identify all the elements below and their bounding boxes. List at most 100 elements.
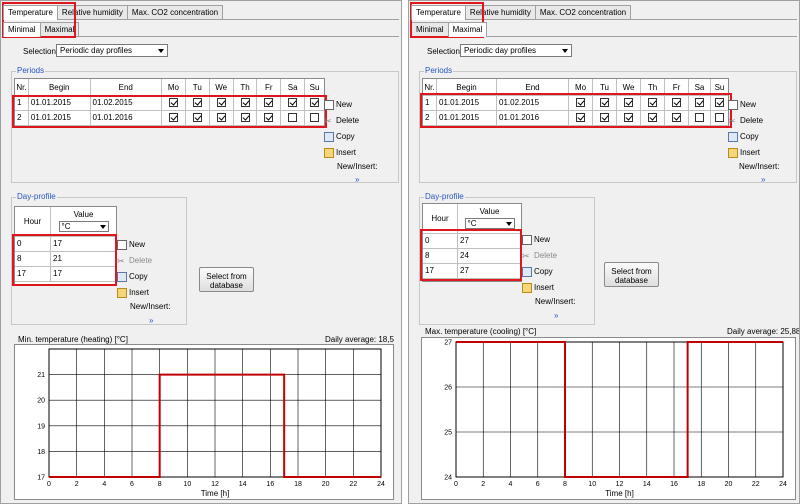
profile-delete-button[interactable]: ✂ Delete <box>522 250 558 261</box>
period-new-button[interactable]: New <box>728 99 756 110</box>
checkbox-tu[interactable] <box>192 97 202 107</box>
table-row[interactable]: 0 17 <box>15 237 116 252</box>
checkbox-we[interactable] <box>216 112 226 122</box>
table-row[interactable]: 1 01.01.2015 01.02.2015 <box>15 96 324 111</box>
checkbox-fr[interactable] <box>672 97 681 107</box>
profile-hour[interactable]: 0 <box>15 237 51 252</box>
table-row[interactable]: 8 21 <box>15 252 116 267</box>
checkbox-tu[interactable] <box>600 112 609 122</box>
checkbox-mo[interactable] <box>168 97 178 107</box>
profile-more-link[interactable]: » <box>149 316 154 325</box>
profile-new-button[interactable]: New <box>522 234 550 245</box>
chart-container: 0 2 4 6 8 10 12 14 16 18 20 22 24 17 18 19 20 21 Time [h] <box>14 344 394 500</box>
period-end[interactable]: 01.02.2015 <box>497 96 569 111</box>
checkbox-we[interactable] <box>624 112 633 122</box>
profile-hour[interactable]: 17 <box>423 264 458 279</box>
tab-relative-humidity[interactable]: Relative humidity <box>464 5 536 19</box>
checkbox-su[interactable] <box>310 97 320 107</box>
checkbox-th[interactable] <box>240 97 250 107</box>
checkbox-mo[interactable] <box>168 112 178 122</box>
period-delete-button[interactable]: ✂ Delete <box>728 115 764 126</box>
period-end[interactable]: 01.02.2015 <box>90 96 163 111</box>
checkbox-sa[interactable] <box>695 97 704 107</box>
table-row[interactable]: 2 01.01.2015 01.01.2016 <box>423 111 728 126</box>
table-row[interactable]: 8 24 <box>423 249 521 264</box>
profile-insert-button[interactable]: Insert <box>522 282 554 293</box>
period-more-link[interactable]: » <box>761 175 766 184</box>
checkbox-sa[interactable] <box>695 112 704 122</box>
checkbox-tu[interactable] <box>192 112 202 122</box>
selection-dropdown[interactable]: Periodic day profiles <box>56 44 168 57</box>
profile-value[interactable]: 17 <box>51 267 116 282</box>
unit-dropdown[interactable]: °C <box>58 221 109 232</box>
tab-temperature[interactable]: Temperature <box>3 5 58 20</box>
x-tick-label: 20 <box>725 481 733 488</box>
profile-hour[interactable]: 8 <box>15 252 51 267</box>
checkbox-we[interactable] <box>624 97 633 107</box>
period-end[interactable]: 01.01.2016 <box>90 111 163 126</box>
checkbox-su[interactable] <box>310 112 320 122</box>
profile-copy-button[interactable]: Copy <box>522 266 553 277</box>
profile-insert-button[interactable]: Insert <box>117 287 149 298</box>
period-end[interactable]: 01.01.2016 <box>497 111 569 126</box>
table-row[interactable]: 2 01.01.2015 01.01.2016 <box>15 111 324 126</box>
tab-minimal[interactable]: Minimal <box>411 22 449 36</box>
tab-temperature[interactable]: Temperature <box>411 5 466 20</box>
checkbox-th[interactable] <box>240 112 250 122</box>
profile-value[interactable]: 17 <box>51 237 116 252</box>
tab-maximal[interactable]: Maximal <box>447 22 488 37</box>
checkbox-th[interactable] <box>648 112 657 122</box>
profile-value[interactable]: 27 <box>458 264 521 279</box>
table-row[interactable]: 1 01.01.2015 01.02.2015 <box>423 96 728 111</box>
select-from-database-button[interactable]: Select from database <box>604 262 659 287</box>
checkbox-mo[interactable] <box>576 97 585 107</box>
period-nr: 2 <box>423 111 437 126</box>
period-new-button[interactable]: New <box>324 99 352 110</box>
checkbox-we[interactable] <box>216 97 226 107</box>
checkbox-sa[interactable] <box>288 97 298 107</box>
period-begin[interactable]: 01.01.2015 <box>28 96 91 111</box>
period-insert-button[interactable]: Insert <box>728 147 760 158</box>
period-nr: 1 <box>423 96 437 111</box>
period-copy-button[interactable]: Copy <box>728 131 759 142</box>
profile-hour[interactable]: 17 <box>15 267 51 282</box>
tab-max-co2[interactable]: Max. CO2 concentration <box>126 5 224 19</box>
checkbox-fr[interactable] <box>264 97 274 107</box>
table-row[interactable]: 0 27 <box>423 234 521 249</box>
tab-relative-humidity[interactable]: Relative humidity <box>56 5 128 19</box>
checkbox-tu[interactable] <box>600 97 609 107</box>
checkbox-sa[interactable] <box>288 112 298 122</box>
selection-dropdown[interactable]: Periodic day profiles <box>460 44 572 57</box>
period-delete-button[interactable]: ✂ Delete <box>324 115 360 126</box>
profile-value[interactable]: 24 <box>458 249 521 264</box>
period-begin[interactable]: 01.01.2015 <box>437 111 497 126</box>
checkbox-su[interactable] <box>715 112 724 122</box>
checkbox-su[interactable] <box>715 97 724 107</box>
period-begin[interactable]: 01.01.2015 <box>437 96 497 111</box>
chevron-down-icon <box>562 49 568 53</box>
checkbox-th[interactable] <box>648 97 657 107</box>
profile-delete-button[interactable]: ✂ Delete <box>117 255 153 266</box>
profile-value[interactable]: 21 <box>51 252 116 267</box>
tab-maximal[interactable]: Maximal <box>39 22 80 36</box>
profile-copy-button[interactable]: Copy <box>117 271 148 282</box>
checkbox-fr[interactable] <box>672 112 681 122</box>
tab-minimal[interactable]: Minimal <box>3 22 41 37</box>
delete-icon: ✂ <box>522 250 530 261</box>
profile-hour[interactable]: 0 <box>423 234 458 249</box>
select-from-database-button[interactable]: Select from database <box>199 267 254 292</box>
profile-value[interactable]: 27 <box>458 234 521 249</box>
checkbox-mo[interactable] <box>576 112 585 122</box>
profile-new-button[interactable]: New <box>117 239 145 250</box>
profile-more-link[interactable]: » <box>554 311 559 320</box>
period-more-link[interactable]: » <box>355 175 360 184</box>
period-insert-button[interactable]: Insert <box>324 147 356 158</box>
tab-max-co2[interactable]: Max. CO2 concentration <box>534 5 632 19</box>
period-begin[interactable]: 01.01.2015 <box>28 111 91 126</box>
unit-dropdown[interactable]: °C <box>464 218 515 229</box>
profile-hour[interactable]: 8 <box>423 249 458 264</box>
checkbox-fr[interactable] <box>264 112 274 122</box>
table-row[interactable]: 17 27 <box>423 264 521 279</box>
period-copy-button[interactable]: Copy <box>324 131 355 142</box>
table-row[interactable]: 17 17 <box>15 267 116 282</box>
